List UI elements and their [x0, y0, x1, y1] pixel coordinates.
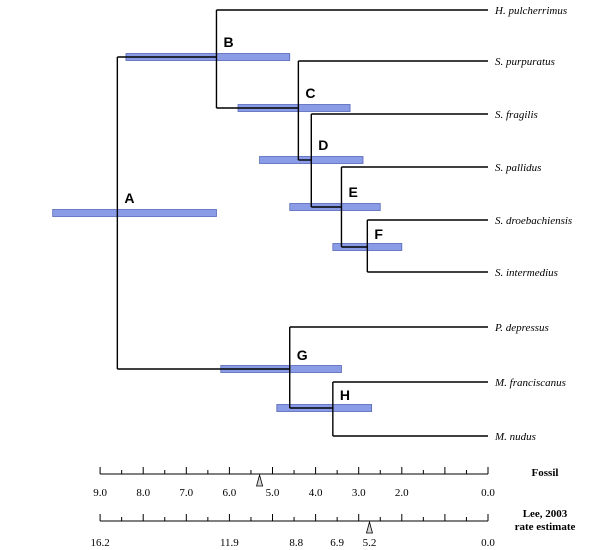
node-label-f: F [374, 226, 383, 242]
taxon-label: H. pulcherrimus [494, 5, 567, 17]
taxon-label: M. nudus [494, 431, 536, 443]
fossil-time-scale: Fossil 9.0 8.0 7.0 6.0 5.0 4.0 3.0 2.0 0.0 [93, 467, 558, 499]
tick-label: 4.0 [309, 487, 323, 499]
tick-label: 6.0 [223, 487, 237, 499]
confidence-bars [52, 53, 403, 412]
fossil-scale-title: Fossil [532, 467, 559, 479]
taxon-label: P. depressus [494, 322, 549, 334]
tick-label: 9.0 [93, 487, 107, 499]
tick-label: 8.0 [136, 487, 150, 499]
node-label-e: E [348, 184, 357, 200]
tick-label: 11.9 [220, 537, 239, 549]
taxon-labels: H. pulcherrimus S. purpuratus S. fragilis S… [494, 5, 572, 443]
taxon-label: S. fragilis [495, 109, 538, 121]
node-label-h: H [340, 387, 350, 403]
taxon-label: M. franciscanus [494, 377, 566, 389]
tick-label: 16.2 [90, 537, 109, 549]
estimate-marker [365, 520, 373, 534]
node-label-d: D [318, 137, 328, 153]
node-labels: A B C D E F G H [124, 34, 383, 403]
lee-scale-title-line1: Lee, 2003 [523, 508, 568, 520]
tick-label: 8.8 [289, 537, 303, 549]
taxon-label: S. pallidus [495, 162, 541, 174]
taxon-label: S. intermedius [495, 267, 558, 279]
tick-label: 3.0 [352, 487, 366, 499]
lee-scale-title-line2: rate estimate [515, 521, 576, 533]
tick-label: 2.0 [395, 487, 409, 499]
node-label-b: B [223, 34, 233, 50]
taxon-label: S. droebachiensis [495, 215, 572, 227]
node-label-g: G [297, 347, 308, 363]
taxon-label: S. purpuratus [495, 56, 555, 68]
tree-branches [116, 9, 488, 437]
node-label-c: C [305, 85, 315, 101]
tick-label: 6.9 [330, 537, 344, 549]
estimate-marker [256, 473, 264, 487]
tick-label: 5.0 [266, 487, 280, 499]
tick-label: 0.0 [481, 537, 495, 549]
node-label-a: A [124, 190, 134, 206]
tick-label: 5.2 [363, 537, 377, 549]
tick-label: 7.0 [179, 487, 193, 499]
ci-bar-a [52, 209, 217, 217]
lee-rate-scale: Lee, 2003 rate estimate 16.2 11.9 8.8 6.9 5.… [90, 508, 575, 549]
tick-label: 0.0 [481, 487, 495, 499]
